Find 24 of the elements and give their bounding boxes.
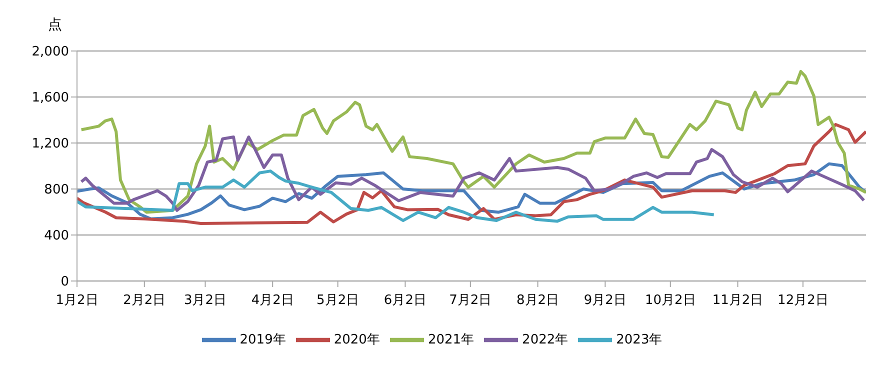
- x-tick-label: 9月2日: [584, 293, 626, 308]
- legend-label: 2020年: [334, 332, 380, 348]
- y-tick-label: 800: [44, 182, 69, 198]
- y-axis-title: 点: [48, 16, 62, 34]
- legend-label: 2023年: [616, 332, 662, 348]
- x-tick-label: 8月2日: [516, 293, 560, 308]
- x-tick-label: 11月2日: [712, 293, 764, 308]
- x-tick-label: 5月2日: [316, 293, 360, 308]
- y-tick-label: 1,200: [32, 136, 69, 152]
- y-tick-label: 400: [44, 228, 69, 244]
- y-tick-label: 1,600: [32, 90, 69, 106]
- x-tick-label: 6月2日: [384, 293, 426, 308]
- x-tick-label: 1月2日: [56, 293, 98, 308]
- x-tick-label: 2月2日: [123, 293, 166, 308]
- x-tick-label: 10月2日: [644, 293, 696, 308]
- legend-label: 2021年: [428, 332, 474, 348]
- y-tick-label: 0: [60, 274, 69, 290]
- x-tick-label: 7月2日: [449, 293, 492, 308]
- legend-label: 2022年: [522, 332, 568, 348]
- x-tick-label: 4月2日: [251, 293, 294, 308]
- legend-label: 2019年: [240, 332, 286, 348]
- x-tick-label: 3月2日: [184, 293, 227, 308]
- y-tick-label: 2,000: [32, 44, 69, 60]
- x-tick-label: 12月2日: [778, 293, 828, 308]
